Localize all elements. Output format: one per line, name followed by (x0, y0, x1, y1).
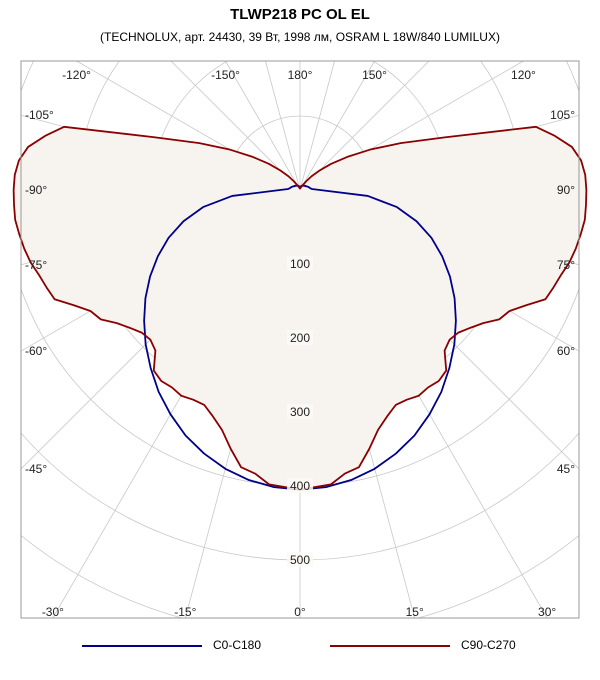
radial-tick-label: 200 (290, 331, 310, 345)
series-layer (12, 125, 588, 491)
legend: C0-C180 C90-C270 (0, 632, 600, 660)
chart-title: TLWP218 PC OL EL (230, 6, 370, 23)
angle-tick-label: -45° (25, 462, 47, 476)
angle-tick-label: -90° (25, 183, 47, 197)
angle-tick-label: 75° (557, 258, 575, 272)
radial-tick-label: 100 (290, 257, 310, 271)
legend-item-c90: C90-C270 (0, 632, 600, 660)
angle-tick-label: 120° (511, 68, 536, 82)
plot-frame (20, 60, 580, 619)
angle-tick-label: -75° (25, 258, 47, 272)
legend-swatch-c0 (82, 645, 202, 647)
radial-tick-label: 500 (290, 553, 310, 567)
angle-tick-label: -120° (62, 68, 91, 82)
angle-tick-label: -15° (174, 605, 196, 619)
grid-ray (225, 61, 301, 191)
grid-ray (265, 61, 301, 191)
angle-tick-label: 15° (406, 605, 424, 619)
area-fill-layer (13, 126, 587, 490)
angle-tick-label: -60° (25, 344, 47, 358)
angle-tick-label: 45° (557, 462, 575, 476)
chart-subtitle: (TECHNOLUX, арт. 24430, 39 Вт, 1998 лм, … (100, 30, 500, 44)
angle-tick-label: -105° (25, 108, 54, 122)
angle-tick-label: 150° (362, 68, 387, 82)
angle-tick-label: 0° (294, 605, 306, 619)
angle-tick-label: 60° (557, 344, 575, 358)
area-fill-c90-c270 (13, 126, 587, 490)
angle-tick-label: -150° (211, 68, 240, 82)
angle-tick-label: 30° (538, 605, 556, 619)
legend-item-c0: C0-C180 (0, 632, 300, 660)
angle-tick-label: 90° (557, 183, 575, 197)
polar-plot: 0° 15° 30° 45° 60° 75° 90° 105° 120° 150° 180° -150… (12, 60, 588, 619)
legend-label-c90: C90-C270 (461, 638, 516, 652)
angle-tick-label: 180° (288, 68, 313, 82)
radial-tick-label: 300 (290, 405, 310, 419)
grid-ray (299, 61, 335, 191)
radial-tick-label: 400 (290, 479, 310, 493)
angle-tick-label: -30° (42, 605, 64, 619)
legend-label-c0: C0-C180 (213, 638, 262, 652)
legend-swatch-c90 (330, 645, 450, 647)
tick-label-layer: 0° 15° 30° 45° 60° 75° 90° 105° 120° 150° 180° -150… (25, 68, 575, 619)
grid-ray (299, 61, 375, 191)
series-line-c90-c270 (12, 125, 588, 491)
angle-tick-label: 105° (550, 108, 575, 122)
